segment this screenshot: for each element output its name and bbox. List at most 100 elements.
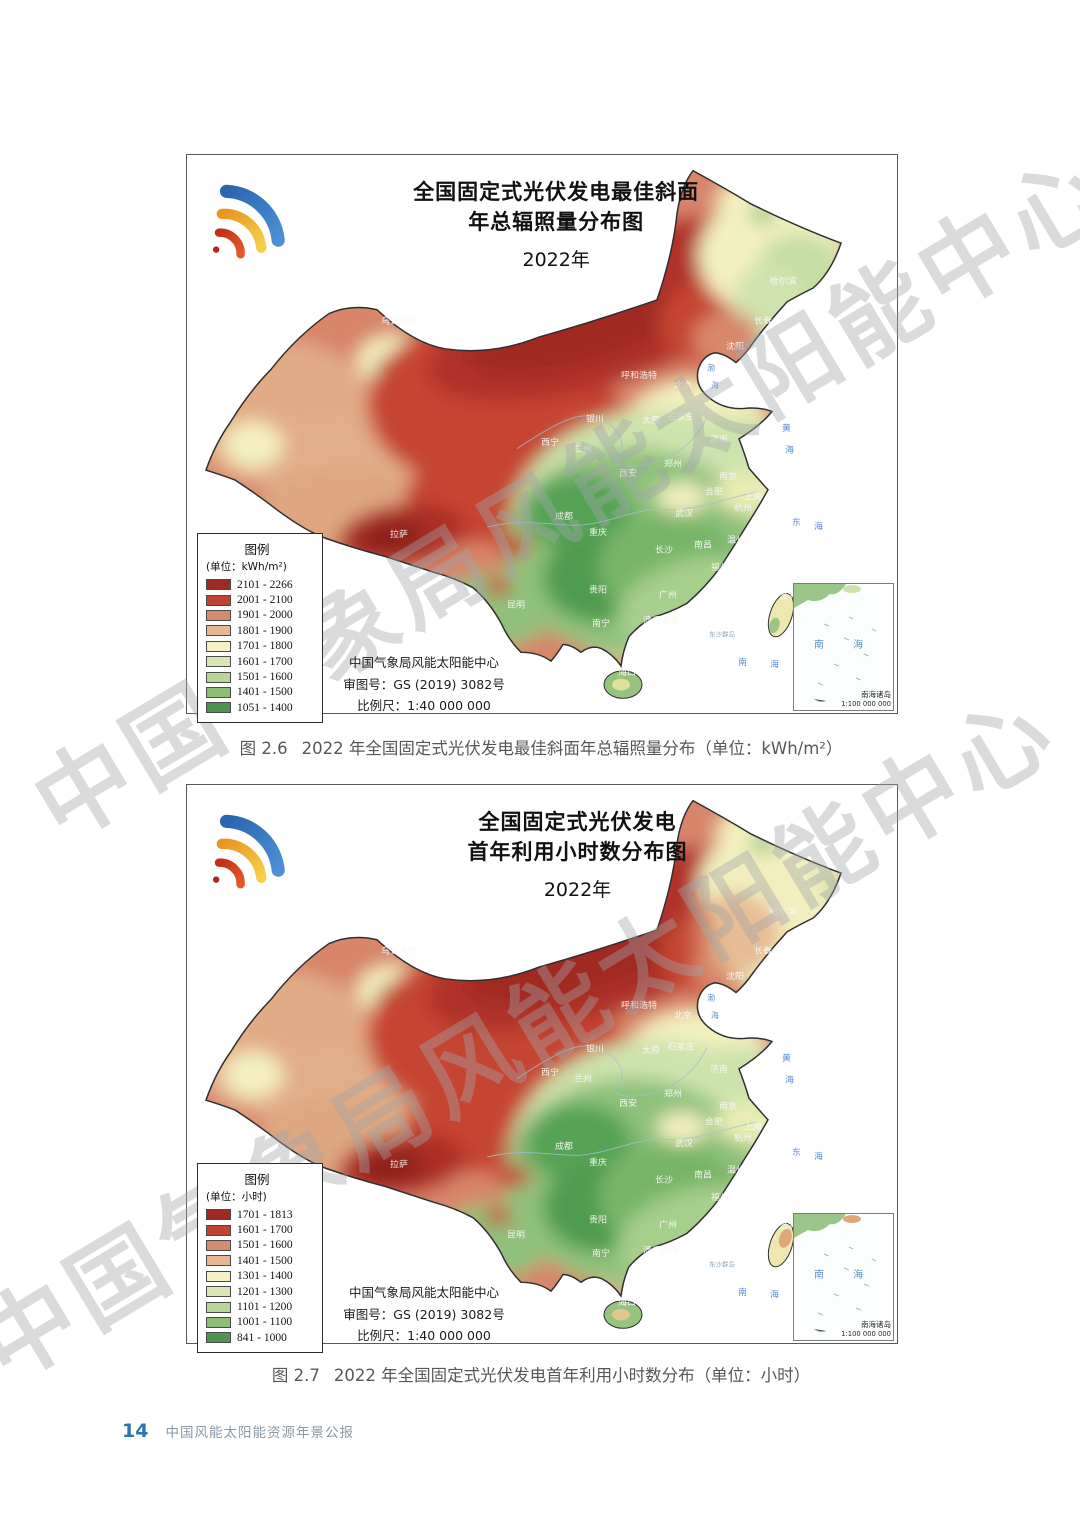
legend-row: 1701 - 1813 [206,1207,318,1222]
legend-swatch [206,656,231,668]
legend-swatch [206,594,231,606]
map-title-year: 2022年 [522,248,590,271]
legend-swatch [206,1270,231,1282]
city-label: 西宁 [541,1066,559,1078]
legend-row: 2001 - 2100 [206,592,318,607]
legend-range: 1801 - 1900 [237,624,293,637]
legend-row: 1401 - 1500 [206,685,318,700]
legend-range: 1101 - 1200 [237,1301,293,1314]
legend-swatch [206,1316,231,1328]
legend-range: 841 - 1000 [237,1331,287,1344]
map-legend: 图例 (单位：kWh/m²) 2101 - 2266 2001 - 2100 190… [197,533,323,723]
city-label: 广州 [659,589,677,601]
city-label: 上海 [744,491,762,503]
legend-range: 1601 - 1700 [237,1224,293,1237]
legend-row: 1401 - 1500 [206,1253,318,1268]
legend-rows: 1701 - 1813 1601 - 1700 1501 - 1600 1401 - … [206,1207,318,1346]
map-title-line1: 全国固定式光伏发电 [478,810,677,834]
caption-number: 图 2.6 [239,739,288,758]
sea-label: 海 [711,380,719,390]
legend-swatch [206,640,231,652]
map-title-line1: 全国固定式光伏发电最佳斜面 [413,180,700,204]
map-attribution: 中国气象局风能太阳能中心 审图号：GS (2019) 3082号 比例尺：1:4… [299,1282,549,1347]
city-label: 成都 [555,510,573,522]
legend-swatch [206,1286,231,1298]
sea-label: 海 [785,444,794,456]
sea-label: 黄 [782,1052,791,1064]
page-number: 14 [122,1420,149,1442]
city-label: 昆明 [507,1229,525,1240]
map-title: 全国固定式光伏发电最佳斜面 年总辐照量分布图 2022年 [413,177,699,272]
city-label: 南宁 [592,617,610,629]
legend-range: 2001 - 2100 [237,594,293,607]
logo-red-dot [212,246,220,253]
sea-label: 渤 [707,362,715,372]
legend-row: 1501 - 1600 [206,669,318,684]
legend-row: 1051 - 1400 [206,700,318,715]
legend-range: 1501 - 1600 [237,1239,293,1252]
city-label: 北京 [674,379,692,391]
legend-range: 2101 - 2266 [237,578,293,591]
legend-row: 841 - 1000 [206,1330,318,1345]
sea-label: 海 [711,1010,719,1020]
city-label: 澳门香港 [643,614,679,626]
legend-range: 1701 - 1800 [237,640,293,653]
legend-range: 1201 - 1300 [237,1285,293,1298]
city-label: 台北 [779,1220,797,1232]
legend-swatch [206,702,231,714]
national-boundary [205,169,842,669]
city-label: 澳门香港 [643,1244,679,1256]
legend-rows: 2101 - 2266 2001 - 2100 1901 - 2000 1801 - … [206,577,318,716]
sea-label: 黄 [782,422,791,434]
city-label: 福州 [711,561,729,573]
map-attribution: 中国气象局风能太阳能中心 审图号：GS (2019) 3082号 比例尺：1:4… [299,652,549,717]
city-label: 沈阳 [726,340,744,352]
legend-range: 1401 - 1500 [237,686,293,699]
legend-range: 1051 - 1400 [237,701,293,714]
logo-red-arc [214,858,245,889]
city-label: 哈尔滨 [770,275,797,287]
city-label: 拉萨 [390,1158,408,1170]
city-label: 海口 [618,666,636,678]
city-label: 银川 [586,1042,604,1054]
south-china-sea-inset: 南 海 南海诸岛 1:100 000 000 [793,583,894,711]
city-label: 长春 [754,314,772,326]
inset-islands-label: 南海诸岛 1:100 000 000 [841,1320,891,1338]
islands-label: 东沙群岛 [709,630,735,639]
legend-swatch [206,1239,231,1251]
caption-text: 2022 年全国固定式光伏发电首年利用小时数分布（单位：小时） [333,1366,811,1385]
legend-row: 1901 - 2000 [206,608,318,623]
legend-range: 1401 - 1500 [237,1254,293,1267]
figure-2-7-caption: 图 2.7 2022 年全国固定式光伏发电首年利用小时数分布（单位：小时） [186,1362,896,1386]
legend-swatch [206,1255,231,1267]
legend-range: 1701 - 1813 [237,1208,293,1221]
city-label: 杭州 [734,1131,752,1143]
city-label: 温州 [727,1165,745,1176]
sea-label: 海 [814,520,823,532]
city-label: 太原 [642,1044,660,1056]
city-label: 西安 [619,467,637,479]
legend-swatch [206,579,231,591]
city-label: 南宁 [592,1247,610,1259]
legend-row: 1001 - 1100 [206,1315,318,1330]
figure-2-6-caption: 图 2.6 2022 年全国固定式光伏发电最佳斜面年总辐照量分布（单位：kWh/m… [186,735,896,759]
sea-label: 南 [738,1286,747,1298]
city-label: 长沙 [655,1174,673,1186]
logo-blue-arc [219,814,285,877]
city-label: 北京 [674,1009,692,1021]
city-label: 济南 [710,433,728,445]
city-label: 武汉 [675,507,693,519]
city-label: 沈阳 [726,970,744,982]
legend-swatch [206,671,231,683]
city-label: 乌鲁木齐 [381,314,417,326]
city-label: 济南 [710,1063,728,1075]
legend-swatch [206,625,231,637]
city-label: 武汉 [675,1137,693,1149]
city-label: 郑州 [664,457,682,469]
city-label: 温州 [727,535,745,546]
map-title-year: 2022年 [543,878,612,901]
inset-sea-label: 南 海 [814,1270,877,1281]
city-label: 呼和浩特 [621,369,657,381]
map-title-line2: 首年利用小时数分布图 [467,840,688,865]
